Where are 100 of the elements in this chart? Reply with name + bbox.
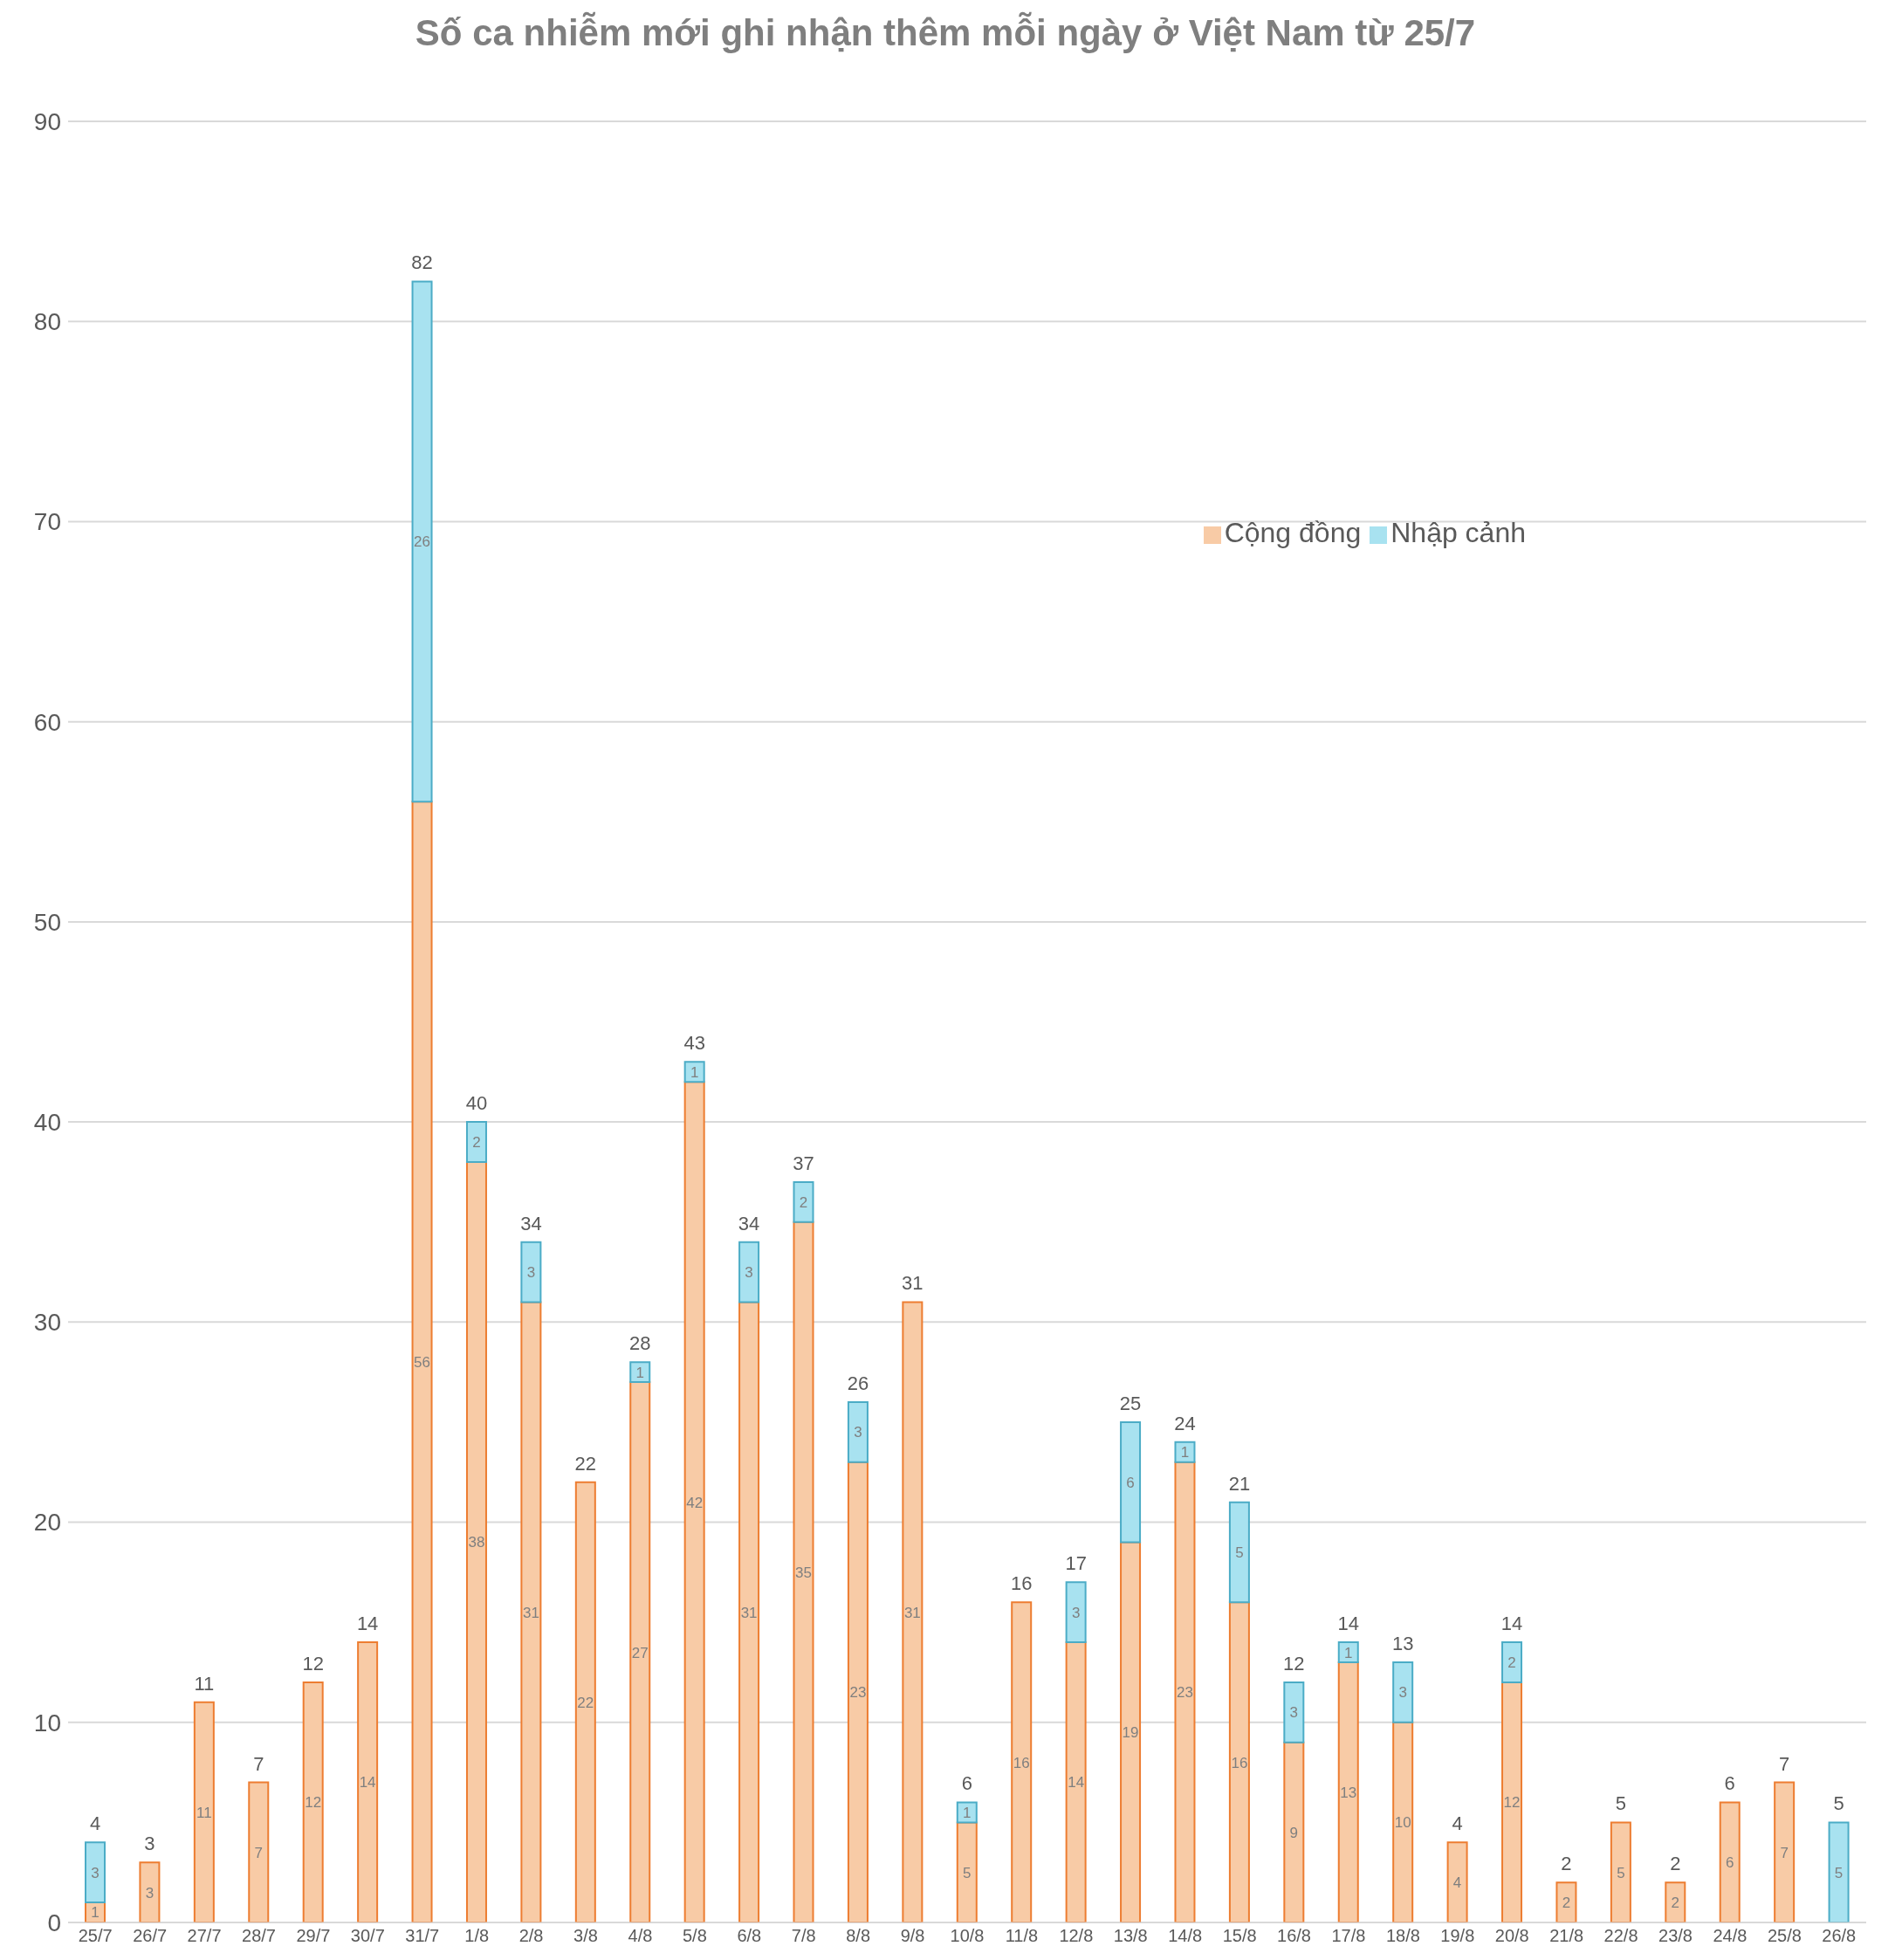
data-label: 14 xyxy=(1068,1774,1085,1792)
x-tick-label: 13/8 xyxy=(1113,1926,1148,1946)
x-tick-label: 6/8 xyxy=(737,1926,762,1946)
x-tick-label: 25/8 xyxy=(1767,1926,1802,1946)
data-label: 16 xyxy=(1013,1754,1030,1771)
x-tick-label: 25/7 xyxy=(78,1926,113,1946)
total-label: 7 xyxy=(253,1752,264,1775)
data-label: 16 xyxy=(1231,1754,1248,1771)
data-label: 3 xyxy=(145,1884,154,1902)
total-label: 31 xyxy=(902,1272,924,1295)
x-tick-label: 16/8 xyxy=(1277,1926,1312,1946)
total-label: 5 xyxy=(1615,1792,1626,1815)
x-tick-label: 15/8 xyxy=(1222,1926,1257,1946)
total-label: 26 xyxy=(847,1372,869,1395)
data-label: 6 xyxy=(1725,1854,1734,1872)
y-tick-label: 70 xyxy=(33,508,61,536)
x-tick-label: 24/8 xyxy=(1713,1926,1748,1946)
y-tick-label: 90 xyxy=(33,107,61,135)
bar xyxy=(520,1301,542,1922)
bar xyxy=(1392,1721,1414,1922)
bar xyxy=(956,1801,978,1824)
bar xyxy=(793,1180,814,1223)
bar xyxy=(1555,1881,1577,1922)
data-label: 3 xyxy=(854,1424,862,1441)
total-label: 4 xyxy=(1452,1812,1463,1835)
bar xyxy=(1774,1781,1796,1922)
bar xyxy=(357,1641,379,1922)
total-label: 5 xyxy=(1833,1792,1844,1815)
data-label: 1 xyxy=(1180,1444,1190,1461)
x-tick-label: 26/8 xyxy=(1822,1926,1857,1946)
total-label: 2 xyxy=(1561,1853,1572,1875)
data-label: 22 xyxy=(577,1694,594,1711)
y-tick-label: 0 xyxy=(47,1908,61,1936)
total-label: 6 xyxy=(1724,1772,1735,1795)
x-tick-label: 1/8 xyxy=(464,1926,490,1946)
total-label: 82 xyxy=(411,251,433,274)
x-tick-label: 8/8 xyxy=(846,1926,871,1946)
data-label: 42 xyxy=(686,1494,704,1511)
y-tick-label: 30 xyxy=(33,1309,61,1337)
total-label: 16 xyxy=(1010,1572,1033,1595)
total-label: 12 xyxy=(302,1652,324,1675)
bar xyxy=(465,1160,487,1922)
bar xyxy=(1719,1801,1741,1922)
data-label: 5 xyxy=(1834,1864,1844,1881)
bar xyxy=(1610,1821,1631,1922)
x-tick-label: 19/8 xyxy=(1440,1926,1475,1946)
legend-label: Cộng đồng xyxy=(1224,517,1362,548)
bar xyxy=(1337,1661,1359,1922)
x-tick-label: 14/8 xyxy=(1168,1926,1203,1946)
data-label: 2 xyxy=(1507,1654,1516,1671)
bar xyxy=(1665,1881,1686,1922)
data-label: 13 xyxy=(1340,1784,1357,1801)
bar xyxy=(793,1221,814,1922)
data-label: 3 xyxy=(91,1864,100,1881)
total-label: 40 xyxy=(465,1092,488,1115)
data-label: 26 xyxy=(414,533,431,551)
data-label: 1 xyxy=(963,1804,972,1821)
bar xyxy=(1228,1601,1250,1922)
bar xyxy=(1283,1741,1305,1922)
bar xyxy=(683,1061,705,1083)
total-label: 17 xyxy=(1065,1552,1087,1575)
total-label: 28 xyxy=(629,1332,651,1355)
bar xyxy=(1828,1821,1850,1922)
data-label: 31 xyxy=(903,1604,921,1621)
data-label: 2 xyxy=(472,1133,481,1151)
x-tick-label: 9/8 xyxy=(900,1926,925,1946)
data-label: 7 xyxy=(254,1844,264,1861)
total-label: 6 xyxy=(961,1772,972,1795)
bar xyxy=(847,1401,869,1463)
total-label: 34 xyxy=(520,1212,542,1234)
bar xyxy=(1065,1641,1087,1922)
data-label: 38 xyxy=(468,1534,485,1551)
y-tick-label: 80 xyxy=(33,308,61,336)
x-tick-label: 10/8 xyxy=(950,1926,985,1946)
total-label: 12 xyxy=(1283,1652,1305,1675)
x-tick-label: 18/8 xyxy=(1385,1926,1420,1946)
total-label: 37 xyxy=(793,1152,814,1174)
data-label: 12 xyxy=(305,1794,322,1812)
x-tick-label: 31/7 xyxy=(405,1926,440,1946)
bar xyxy=(574,1481,596,1922)
total-label: 24 xyxy=(1174,1412,1196,1434)
data-label: 3 xyxy=(745,1263,753,1281)
data-label: 3 xyxy=(1398,1684,1407,1702)
x-tick-label: 21/8 xyxy=(1549,1926,1584,1946)
bar xyxy=(139,1861,161,1922)
total-label: 21 xyxy=(1228,1472,1251,1495)
x-tick-label: 26/7 xyxy=(133,1926,168,1946)
total-label: 4 xyxy=(89,1812,101,1835)
bar xyxy=(465,1121,487,1163)
data-label: 14 xyxy=(359,1774,376,1792)
bar xyxy=(629,1381,651,1922)
x-tick-label: 3/8 xyxy=(573,1926,598,1946)
data-label: 35 xyxy=(795,1564,812,1581)
data-label: 5 xyxy=(1235,1544,1244,1561)
bar xyxy=(1283,1681,1305,1743)
x-tick-label: 28/7 xyxy=(242,1926,276,1946)
bar xyxy=(1501,1641,1523,1683)
data-label: 1 xyxy=(690,1063,699,1081)
x-tick-label: 5/8 xyxy=(682,1926,707,1946)
x-tick-label: 7/8 xyxy=(791,1926,816,1946)
